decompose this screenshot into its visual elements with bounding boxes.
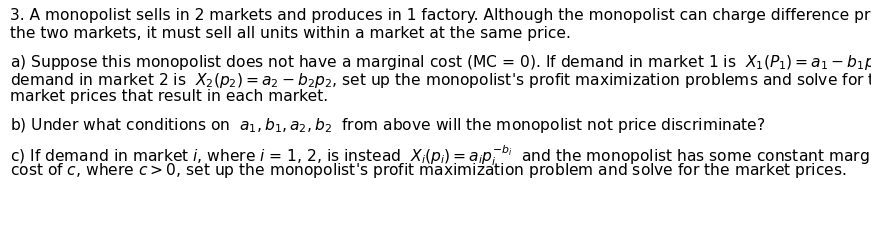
Text: a) Suppose this monopolist does not have a marginal cost (MC = 0). If demand in : a) Suppose this monopolist does not have… [10, 53, 871, 72]
Text: the two markets, it must sell all units within a market at the same price.: the two markets, it must sell all units … [10, 26, 571, 41]
Text: cost of $c$, where $c > 0$, set up the monopolist's profit maximization problem : cost of $c$, where $c > 0$, set up the m… [10, 161, 847, 180]
Text: demand in market 2 is  $X_2(p_2) = a_2 - b_2p_2$, set up the monopolist's profit: demand in market 2 is $X_2(p_2) = a_2 - … [10, 71, 871, 90]
Text: 3. A monopolist sells in 2 markets and produces in 1 factory. Although the monop: 3. A monopolist sells in 2 markets and p… [10, 8, 871, 23]
Text: market prices that result in each market.: market prices that result in each market… [10, 89, 328, 104]
Text: c) If demand in market $i$, where $i$ = 1, 2, is instead  $X_i(p_i) = a_ip_i^{-b: c) If demand in market $i$, where $i$ = … [10, 143, 871, 168]
Text: b) Under what conditions on  $a_1, b_1, a_2, b_2$  from above will the monopolis: b) Under what conditions on $a_1, b_1, a… [10, 116, 766, 135]
